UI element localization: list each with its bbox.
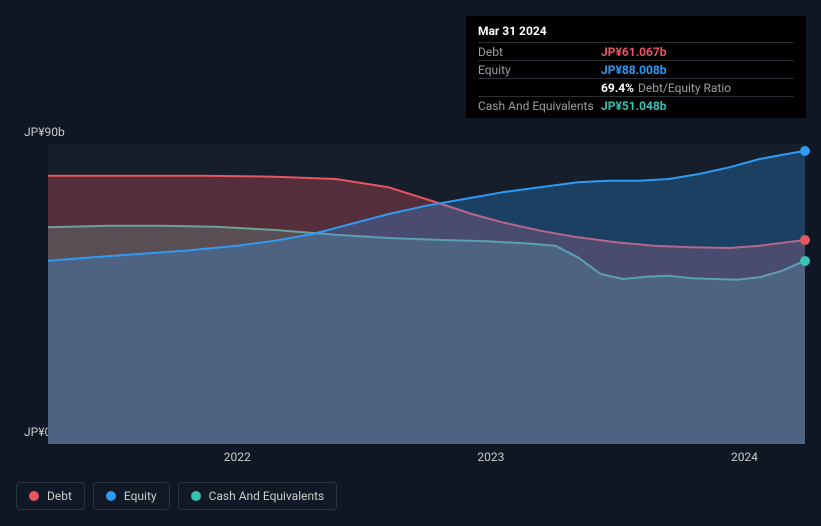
tooltip-row-label: Cash And Equivalents [478, 99, 601, 113]
tooltip-row-label: Equity [478, 63, 601, 77]
tooltip-row: 69.4% Debt/Equity Ratio [478, 78, 794, 96]
legend-item-equity[interactable]: Equity [93, 482, 170, 510]
legend-label: Debt [47, 489, 72, 503]
tooltip-row-note: Debt/Equity Ratio [638, 81, 731, 95]
area-chart [48, 144, 805, 444]
chart-legend: Debt Equity Cash And Equivalents [16, 482, 337, 510]
tooltip-date: Mar 31 2024 [478, 24, 794, 42]
series-equity-end-marker [800, 146, 810, 156]
legend-label: Cash And Equivalents [209, 489, 325, 503]
legend-label: Equity [124, 489, 157, 503]
x-axis-tick-label: 2024 [731, 450, 758, 464]
x-axis-tick-label: 2022 [224, 450, 251, 464]
y-axis-max-label: JP¥90b [24, 125, 65, 139]
tooltip-row-value: JP¥51.048b [601, 99, 667, 113]
legend-item-cash-and-equivalents[interactable]: Cash And Equivalents [178, 482, 338, 510]
tooltip-row-label: Debt [478, 45, 601, 59]
tooltip-row-value: JP¥88.008b [601, 63, 667, 77]
series-cash-end-marker [800, 256, 810, 266]
legend-swatch [191, 491, 201, 501]
legend-swatch [29, 491, 39, 501]
legend-swatch [106, 491, 116, 501]
tooltip-row-value: JP¥61.067b [601, 45, 667, 59]
x-axis-tick-label: 2023 [477, 450, 504, 464]
tooltip-row: DebtJP¥61.067b [478, 42, 794, 60]
chart-svg [48, 144, 805, 444]
tooltip-row: Cash And EquivalentsJP¥51.048b [478, 96, 794, 114]
legend-item-debt[interactable]: Debt [16, 482, 85, 510]
tooltip-row: EquityJP¥88.008b [478, 60, 794, 78]
series-debt-end-marker [800, 235, 810, 245]
tooltip-row-value: 69.4% [601, 81, 634, 95]
chart-tooltip: Mar 31 2024 DebtJP¥61.067bEquityJP¥88.00… [466, 16, 806, 118]
